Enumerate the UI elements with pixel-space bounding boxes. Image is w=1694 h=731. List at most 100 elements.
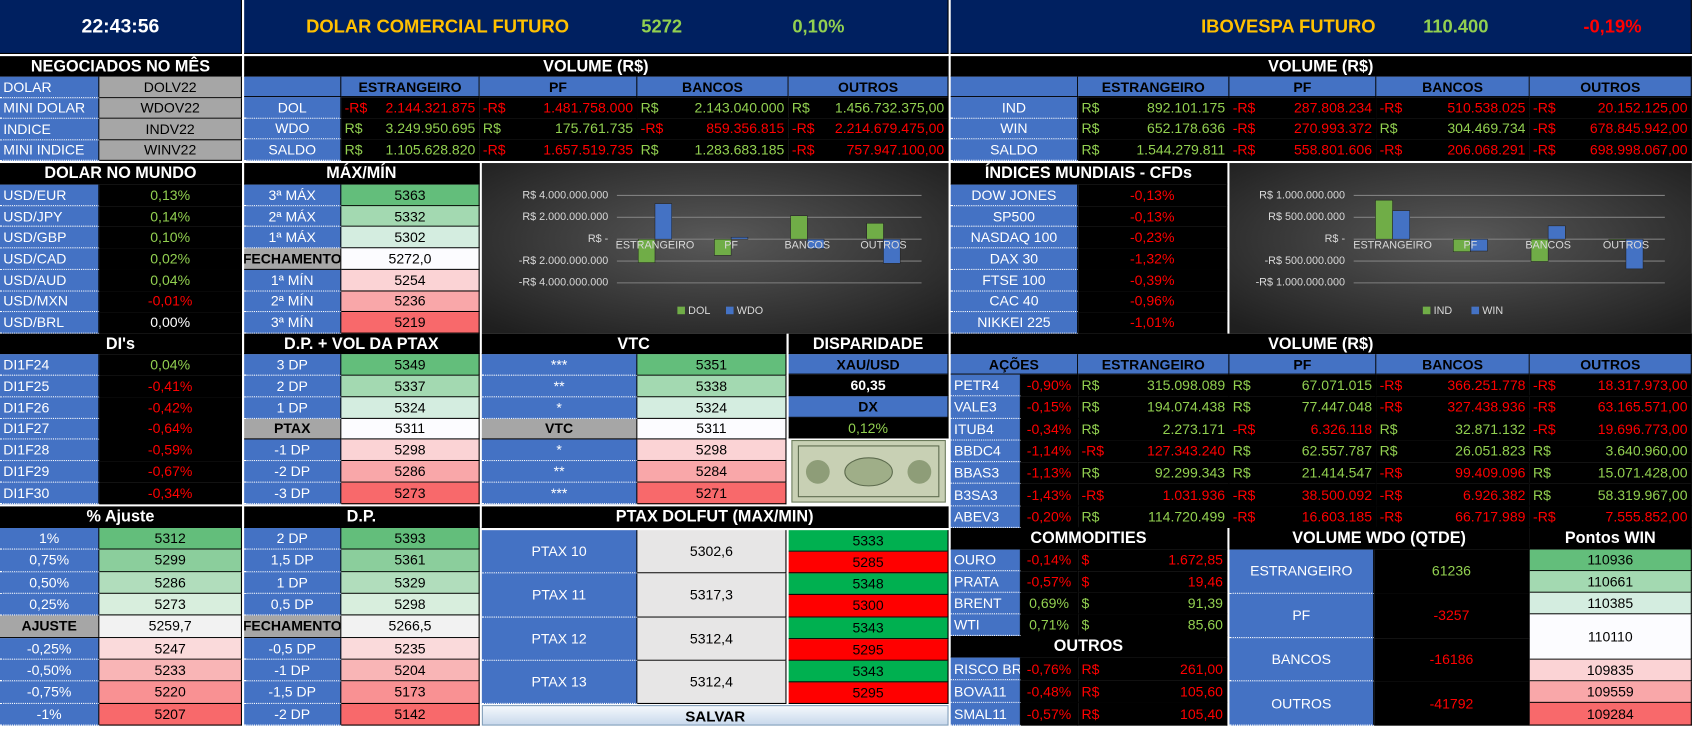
row-value: 5266,5 [341,615,480,638]
row-label: OURO [950,549,1021,572]
amount: 15.071.428,00 [1597,464,1688,481]
save-button[interactable]: SALVAR [481,705,949,726]
row-value: -0,41% [99,375,243,398]
legend-swatch [726,306,734,315]
currency: R$ [1232,398,1251,416]
row-value: WINV22 [99,139,243,161]
row-label: PTAX 13 [481,660,638,705]
row-value: -0,64% [99,418,243,440]
row-value: 5337 [341,375,480,398]
row-label: -1,5 DP [244,681,342,704]
row-label: NASDAQ 100 [950,227,1079,249]
currency: -R$ [1379,464,1403,481]
legend-label: DOL [688,305,710,317]
currency: -R$ [1081,486,1105,503]
row-value: 5298 [637,439,787,462]
amount: 67.071.015 [1301,376,1373,394]
header-blank [950,76,1079,98]
row-value: 5272,0 [341,248,480,270]
row-value: 5312,4 [637,617,787,661]
money-cell: -R$ 2.214.679.475,00 [788,118,949,140]
row-value: 5233 [99,659,243,682]
money-cell: R$ 315.098.089 [1078,374,1230,397]
section-title: VTC [481,333,787,355]
y-tick-label: R$ 1.000.000.000 [1259,189,1345,201]
money-cell: R$ 304.469.734 [1376,118,1530,140]
row-value: 5247 [99,637,243,660]
money-cell: R$ 3.640.960,00 [1529,440,1692,463]
row-label: 0,50% [0,571,100,594]
row-value: 5284 [637,461,787,483]
change: -1,43% [1020,484,1079,507]
money-cell: R$ 652.178.636 [1078,118,1230,140]
section-title: D.P. [244,506,480,529]
currency: R$ [791,99,810,116]
money-cell: -R$ 38.500.092 [1229,484,1377,507]
y-tick-label: -R$ 2.000.000.000 [519,255,608,267]
row-value: 0,00% [99,312,243,334]
row-label: -1% [0,703,100,726]
currency: $ [1081,551,1090,568]
amount: 38.500.092 [1301,486,1373,503]
x-tick-label: BANCOS [1525,240,1571,252]
change: -0,14% [1020,549,1079,572]
row-value: 5173 [341,681,480,704]
row-label: SALDO [950,139,1079,161]
currency: R$ [1379,120,1398,137]
currency: R$ [1379,420,1398,437]
row-label: -1 DP [244,439,342,462]
currency: -R$ [1232,486,1256,503]
row-label: *** [481,482,638,505]
row-label: DI1F29 [0,461,100,483]
money-cell: R$ 26.051.823 [1376,440,1530,463]
bar [807,238,825,249]
amount: 510.538.025 [1447,99,1526,116]
x-tick-label: OUTROS [1603,240,1649,252]
money-cell: R$ 3.249.950.695 [341,118,480,140]
column-header: PF [1229,76,1377,98]
y-tick-label: -R$ 1.000.000.000 [1256,277,1345,289]
amount: 261,00 [1180,660,1223,677]
value: 60,35 [788,374,949,397]
header-text: 0,10% [792,16,845,37]
amount: 2.143.040.000 [694,99,785,116]
currency: R$ [1232,464,1251,481]
amount: 1.481.758.000 [543,99,634,116]
price-cell: R$ 105,40 [1078,702,1228,726]
row-value: 5204 [341,659,480,682]
column-header: ESTRANGEIRO [341,76,480,98]
y-tick-label: R$ 4.000.000.000 [522,189,608,201]
column-header: BANCOS [1376,76,1530,98]
change: -1,13% [1020,462,1079,485]
amount: 7.555.852,00 [1605,508,1688,525]
currency: R$ [1081,99,1100,116]
max: 5343 [788,617,949,639]
row-label: USD/AUD [0,269,100,292]
currency: -R$ [1081,442,1105,459]
row-value: 5220 [99,681,243,704]
dollar-bill [791,440,946,503]
row-label: ESTRANGEIRO [1229,549,1375,594]
currency: R$ [1379,442,1398,459]
amount: 105,60 [1180,682,1223,700]
row-label: ITUB4 [950,418,1021,441]
row-value: -0,39% [1078,269,1228,292]
row-value: 0,04% [99,269,243,292]
row-value: INDV22 [99,118,243,140]
row-label: * [481,397,638,419]
row-label: RISCO BR [950,657,1021,681]
row-value: -0,01% [99,291,243,313]
currency: R$ [1081,141,1100,158]
money-cell: -R$ 366.251.778 [1376,374,1530,397]
clock: 22:43:56 [0,0,243,54]
column-header: PF [1229,354,1377,375]
section-title: COMMODITIES [950,528,1228,550]
header-text: -0,19% [1583,16,1642,37]
currency: -R$ [640,120,664,137]
row-label: ** [481,461,638,483]
value: 0,12% [788,417,949,439]
currency: -R$ [1533,376,1556,394]
row-label: USD/JPY [0,205,100,228]
header-text: DOLAR COMERCIAL FUTURO [306,16,569,37]
row-label: WTI [950,614,1021,636]
